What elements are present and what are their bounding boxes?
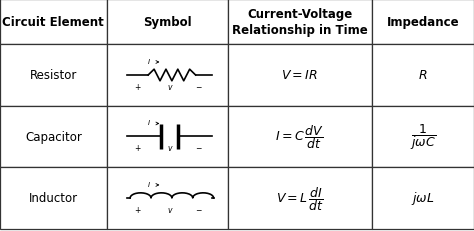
Bar xyxy=(107,106,228,167)
Bar xyxy=(228,45,372,106)
Text: Current-Voltage
Relationship in Time: Current-Voltage Relationship in Time xyxy=(232,8,368,37)
Bar xyxy=(228,106,372,167)
Text: +: + xyxy=(134,82,140,91)
Bar xyxy=(0,106,107,167)
Text: $V = L\,\dfrac{dI}{dt}$: $V = L\,\dfrac{dI}{dt}$ xyxy=(276,184,324,212)
Bar xyxy=(372,0,474,45)
Text: Symbol: Symbol xyxy=(143,16,191,29)
Text: $V = IR$: $V = IR$ xyxy=(281,69,319,82)
Bar xyxy=(0,45,107,106)
Text: Capacitor: Capacitor xyxy=(25,130,82,143)
Text: v: v xyxy=(167,144,172,153)
Text: Impedance: Impedance xyxy=(387,16,459,29)
Bar xyxy=(372,45,474,106)
Bar xyxy=(0,167,107,229)
Bar xyxy=(372,106,474,167)
Text: −: − xyxy=(196,144,202,153)
Bar xyxy=(228,167,372,229)
Text: −: − xyxy=(196,205,202,214)
Text: −: − xyxy=(196,82,202,91)
Bar xyxy=(228,0,372,45)
Text: Resistor: Resistor xyxy=(30,69,77,82)
Text: I: I xyxy=(148,120,150,126)
Bar xyxy=(0,0,107,45)
Text: $R$: $R$ xyxy=(418,69,428,82)
Text: $\dfrac{1}{j\omega C}$: $\dfrac{1}{j\omega C}$ xyxy=(410,122,436,152)
Text: $I = C\,\dfrac{dV}{dt}$: $I = C\,\dfrac{dV}{dt}$ xyxy=(275,123,324,151)
Text: I: I xyxy=(148,181,150,187)
Bar xyxy=(107,167,228,229)
Text: v: v xyxy=(167,82,172,91)
Bar xyxy=(107,45,228,106)
Text: +: + xyxy=(134,205,140,214)
Bar xyxy=(372,167,474,229)
Text: v: v xyxy=(167,205,172,214)
Bar xyxy=(107,0,228,45)
Text: Inductor: Inductor xyxy=(29,191,78,205)
Text: Circuit Element: Circuit Element xyxy=(2,16,104,29)
Text: $j\omega L$: $j\omega L$ xyxy=(411,190,435,207)
Text: +: + xyxy=(134,144,140,153)
Text: I: I xyxy=(148,59,150,65)
